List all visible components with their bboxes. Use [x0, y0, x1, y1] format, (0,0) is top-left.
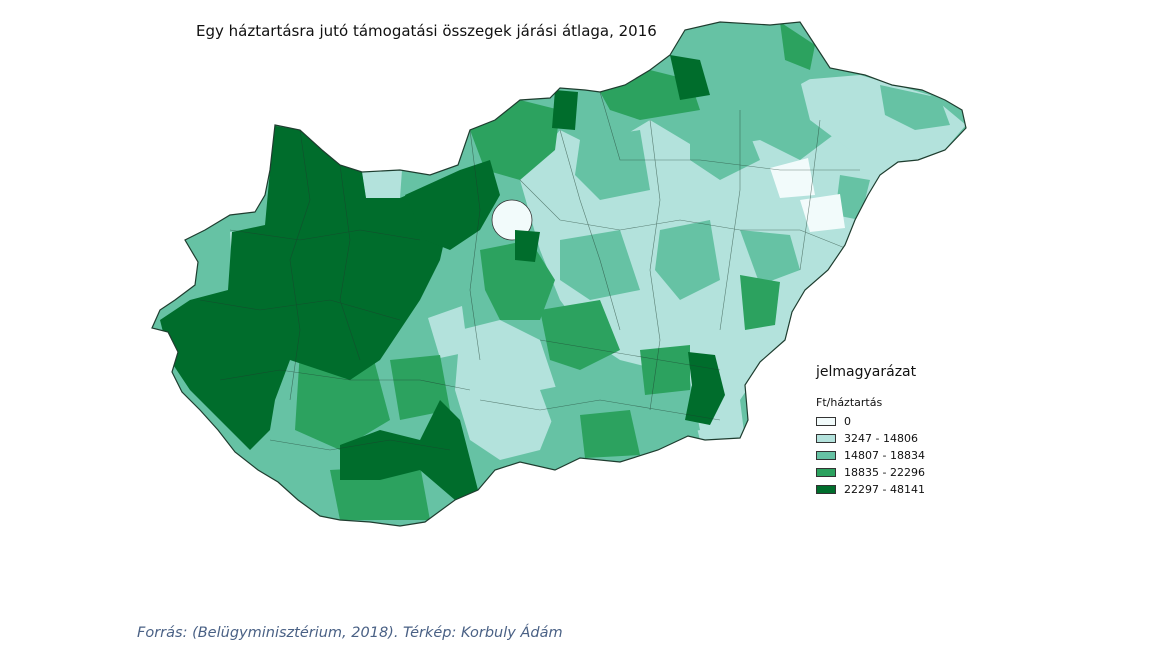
- map-title: Egy háztartásra jutó támogatási összegek…: [196, 22, 657, 40]
- map-legend: jelmagyarázat Ft/háztartás 0 3247 - 14806…: [816, 364, 1036, 498]
- map-region-south-mid-dark: [580, 410, 640, 458]
- legend-label: 3247 - 14806: [844, 432, 918, 445]
- map-region-central-mid-dark: [540, 300, 620, 370]
- map-region-far-west-mid: [183, 240, 228, 285]
- map-region-tolna-mid-dark: [390, 355, 450, 420]
- legend-swatch: [816, 434, 836, 443]
- map-region-salgotarjan-dark: [552, 90, 578, 130]
- map-region-south-dark: [340, 400, 478, 500]
- map-region-mako-dark: [685, 352, 725, 425]
- legend-item: 22297 - 48141: [816, 481, 1036, 498]
- map-region-north-mid: [690, 110, 760, 180]
- map-region-budapest: [491, 199, 533, 241]
- map-region-north-border-dark: [670, 55, 710, 100]
- map-region-south-central-light: [455, 320, 560, 460]
- map-region-southeast-mid: [640, 380, 700, 440]
- legend-label: 22297 - 48141: [844, 483, 925, 496]
- legend-swatch: [816, 468, 836, 477]
- legend-title: jelmagyarázat: [816, 364, 917, 380]
- legend-label: 18835 - 22296: [844, 466, 925, 479]
- legend-label: 0: [844, 415, 851, 428]
- legend-item: 14807 - 18834: [816, 447, 1036, 464]
- map-region-northcentral-mid: [575, 130, 650, 200]
- map-region-bekes-mid-dark: [740, 275, 780, 330]
- map-region-lake-light: [428, 306, 468, 358]
- map-region-northeast-mid-dark: [780, 22, 815, 70]
- map-region-northeast-mid: [880, 85, 950, 130]
- legend-item: 0: [816, 413, 1036, 430]
- legend-swatch: [816, 417, 836, 426]
- map-region-east-mid: [740, 230, 800, 285]
- source-caption: Forrás: (Belügyminisztérium, 2018). Térk…: [137, 625, 563, 641]
- map-region-somogy-mid-dark: [295, 345, 390, 450]
- map-region-pest-south-mid-dark: [480, 240, 555, 320]
- map-region-north-light: [362, 170, 402, 198]
- map-region-west-dark: [160, 125, 450, 450]
- map-region-central-mid: [560, 230, 640, 300]
- legend-item: 18835 - 22296: [816, 464, 1036, 481]
- map-region-csongrad-mid-dark: [640, 345, 690, 395]
- legend-items: 0 3247 - 14806 14807 - 18834 18835 - 22296 2…: [816, 413, 1036, 498]
- map-region-central-mid-2: [655, 220, 720, 300]
- map-region-pest-dark: [515, 230, 540, 262]
- map-region-komarom-dark: [405, 160, 500, 250]
- map-district-boundaries: [199, 91, 860, 451]
- legend-label: 14807 - 18834: [844, 449, 925, 462]
- legend-unit: Ft/háztartás: [816, 396, 883, 409]
- legend-swatch: [816, 485, 836, 494]
- map-region-zero-east: [770, 158, 815, 198]
- legend-item: 3247 - 14806: [816, 430, 1036, 447]
- map-region-zero-east-2: [800, 194, 845, 232]
- legend-swatch: [816, 451, 836, 460]
